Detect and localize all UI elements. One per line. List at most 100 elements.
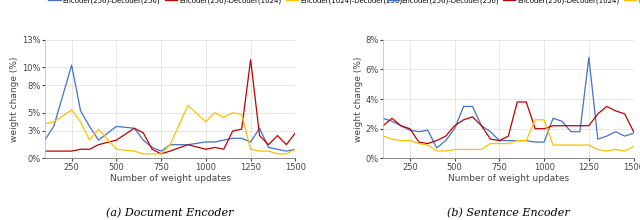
Encoder(256)-Decoder(1024) — [433, 139, 440, 142]
Encoder(256)-Decoder(256) — [211, 141, 219, 143]
Encoder(256)-Decoder(256) — [77, 110, 84, 112]
X-axis label: Number of weight updates: Number of weight updates — [109, 174, 230, 183]
Encoder(1024)-Decoder(256) — [220, 116, 228, 119]
Encoder(256)-Decoder(256) — [256, 127, 264, 130]
Encoder(256)-Decoder(1024) — [157, 152, 165, 155]
Encoder(256)-Decoder(1024) — [68, 150, 76, 152]
Encoder(256)-Decoder(256) — [157, 150, 165, 152]
Encoder(1024)-Decoder(256) — [166, 143, 174, 146]
Encoder(256)-Decoder(1024) — [50, 150, 58, 152]
Encoder(1024)-Decoder(256) — [41, 122, 49, 125]
Encoder(256)-Decoder(1024) — [41, 150, 49, 152]
Encoder(256)-Decoder(1024) — [558, 124, 566, 127]
Encoder(256)-Decoder(1024) — [576, 124, 584, 127]
Encoder(256)-Decoder(1024) — [274, 134, 282, 137]
Encoder(1024)-Decoder(256) — [522, 139, 530, 142]
Encoder(256)-Decoder(1024) — [549, 124, 557, 127]
Encoder(1024)-Decoder(256) — [531, 118, 539, 121]
Y-axis label: weight change (%): weight change (%) — [10, 56, 19, 142]
Encoder(1024)-Decoder(256) — [603, 150, 611, 152]
Encoder(256)-Decoder(1024) — [621, 113, 628, 115]
Encoder(1024)-Decoder(256) — [451, 148, 458, 151]
Encoder(1024)-Decoder(256) — [211, 111, 219, 114]
Encoder(256)-Decoder(256) — [495, 139, 503, 142]
Encoder(256)-Decoder(256) — [247, 141, 255, 143]
Encoder(256)-Decoder(256) — [585, 56, 593, 59]
Line: Encoder(256)-Decoder(1024): Encoder(256)-Decoder(1024) — [383, 102, 634, 143]
Encoder(256)-Decoder(256) — [86, 125, 93, 128]
Encoder(256)-Decoder(1024) — [531, 127, 539, 130]
Encoder(256)-Decoder(256) — [594, 138, 602, 140]
Encoder(256)-Decoder(256) — [477, 124, 485, 127]
Encoder(256)-Decoder(256) — [468, 105, 476, 108]
Encoder(256)-Decoder(256) — [576, 130, 584, 133]
Encoder(1024)-Decoder(256) — [265, 150, 273, 152]
Encoder(256)-Decoder(256) — [184, 143, 192, 146]
Encoder(1024)-Decoder(256) — [397, 139, 404, 142]
Encoder(1024)-Decoder(256) — [256, 150, 264, 152]
Encoder(256)-Decoder(1024) — [603, 105, 611, 108]
Encoder(256)-Decoder(1024) — [486, 138, 494, 140]
Encoder(1024)-Decoder(256) — [283, 152, 291, 155]
Encoder(1024)-Decoder(256) — [86, 139, 93, 141]
Encoder(256)-Decoder(256) — [68, 64, 76, 66]
Encoder(1024)-Decoder(256) — [585, 144, 593, 146]
Encoder(1024)-Decoder(256) — [157, 152, 165, 155]
Encoder(256)-Decoder(1024) — [477, 124, 485, 127]
Encoder(1024)-Decoder(256) — [380, 135, 387, 138]
Encoder(256)-Decoder(256) — [95, 139, 102, 141]
Encoder(1024)-Decoder(256) — [247, 148, 255, 150]
Y-axis label: weight change (%): weight change (%) — [354, 56, 363, 142]
Encoder(256)-Decoder(256) — [424, 129, 431, 132]
Encoder(256)-Decoder(256) — [460, 105, 467, 108]
Encoder(1024)-Decoder(256) — [388, 138, 396, 140]
Encoder(256)-Decoder(256) — [630, 132, 637, 134]
Encoder(1024)-Decoder(256) — [549, 144, 557, 146]
Encoder(256)-Decoder(256) — [229, 137, 237, 140]
Encoder(256)-Decoder(1024) — [594, 113, 602, 115]
Encoder(256)-Decoder(256) — [113, 125, 120, 128]
Encoder(256)-Decoder(1024) — [113, 139, 120, 141]
Encoder(256)-Decoder(256) — [166, 143, 174, 146]
Encoder(256)-Decoder(256) — [274, 148, 282, 150]
Encoder(256)-Decoder(1024) — [238, 128, 246, 130]
Line: Encoder(1024)-Decoder(256): Encoder(1024)-Decoder(256) — [45, 105, 295, 154]
Encoder(256)-Decoder(1024) — [388, 117, 396, 120]
Encoder(256)-Decoder(256) — [397, 124, 404, 127]
Encoder(1024)-Decoder(256) — [540, 118, 548, 121]
Encoder(1024)-Decoder(256) — [433, 150, 440, 152]
Encoder(256)-Decoder(1024) — [522, 101, 530, 103]
Encoder(256)-Decoder(1024) — [202, 148, 210, 150]
X-axis label: Number of weight updates: Number of weight updates — [448, 174, 569, 183]
Encoder(256)-Decoder(256) — [451, 127, 458, 130]
Encoder(1024)-Decoder(256) — [513, 139, 521, 142]
Encoder(256)-Decoder(256) — [621, 135, 628, 138]
Encoder(256)-Decoder(256) — [415, 130, 422, 133]
Encoder(1024)-Decoder(256) — [113, 148, 120, 150]
Encoder(256)-Decoder(1024) — [585, 124, 593, 127]
Encoder(256)-Decoder(256) — [220, 139, 228, 141]
Encoder(256)-Decoder(1024) — [451, 124, 458, 127]
Encoder(1024)-Decoder(256) — [558, 144, 566, 146]
Encoder(256)-Decoder(256) — [603, 135, 611, 138]
Encoder(256)-Decoder(256) — [140, 139, 147, 141]
Text: (a) Document Encoder: (a) Document Encoder — [106, 208, 234, 219]
Encoder(256)-Decoder(1024) — [95, 143, 102, 146]
Line: Encoder(256)-Decoder(256): Encoder(256)-Decoder(256) — [383, 57, 634, 148]
Encoder(1024)-Decoder(256) — [140, 152, 147, 155]
Encoder(1024)-Decoder(256) — [567, 144, 575, 146]
Encoder(256)-Decoder(1024) — [131, 127, 138, 130]
Encoder(1024)-Decoder(256) — [68, 109, 76, 111]
Encoder(1024)-Decoder(256) — [495, 142, 503, 145]
Encoder(1024)-Decoder(256) — [486, 142, 494, 145]
Encoder(256)-Decoder(1024) — [442, 135, 449, 138]
Encoder(1024)-Decoder(256) — [50, 121, 58, 123]
Encoder(256)-Decoder(256) — [504, 139, 512, 142]
Encoder(256)-Decoder(1024) — [424, 142, 431, 145]
Encoder(1024)-Decoder(256) — [468, 148, 476, 151]
Encoder(256)-Decoder(256) — [238, 137, 246, 140]
Encoder(256)-Decoder(1024) — [166, 150, 174, 152]
Encoder(1024)-Decoder(256) — [424, 144, 431, 146]
Encoder(1024)-Decoder(256) — [274, 152, 282, 155]
Encoder(256)-Decoder(1024) — [495, 139, 503, 142]
